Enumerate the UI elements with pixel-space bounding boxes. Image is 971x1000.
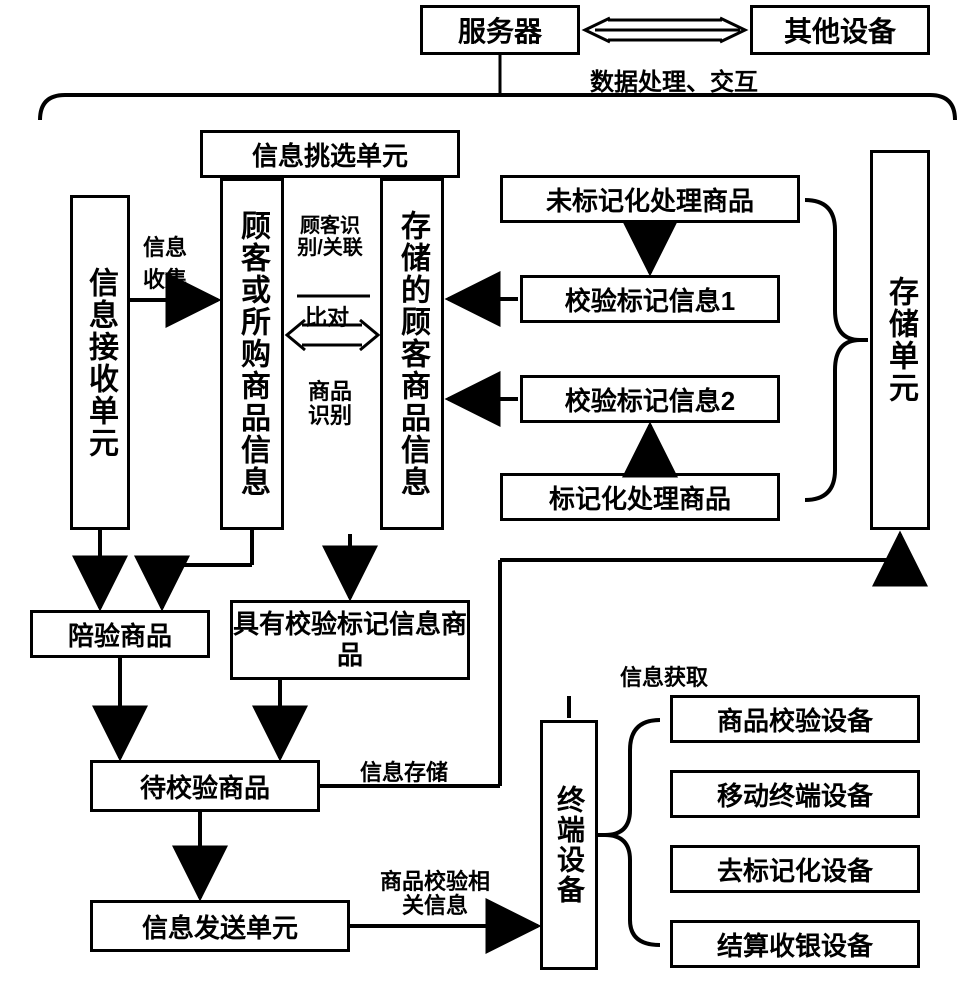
customer-identify-label: 顾客识别/关联 (290, 215, 370, 259)
mobile-terminal-device-label: 移动终端设备 (717, 776, 873, 813)
server-label: 服务器 (458, 10, 542, 50)
stored-customer-product-info-label: 存储的顾客商品信息 (390, 210, 434, 498)
info-send-unit-label: 信息发送单元 (142, 908, 298, 945)
terminal-device-label: 终端设备 (549, 785, 589, 905)
info-send-unit-box: 信息发送单元 (90, 900, 350, 952)
pending-verify-product-label: 待校验商品 (140, 768, 270, 805)
terminal-device-box: 终端设备 (540, 720, 598, 970)
product-verify-device-box: 商品校验设备 (670, 695, 920, 743)
marked-product-box: 标记化处理商品 (500, 473, 780, 521)
stored-customer-product-info-box: 存储的顾客商品信息 (380, 178, 444, 530)
mobile-terminal-device-box: 移动终端设备 (670, 770, 920, 818)
pending-verify-product-box: 待校验商品 (90, 760, 320, 812)
other-devices-label: 其他设备 (784, 10, 896, 50)
product-identify-label: 商品识别 (300, 380, 360, 428)
has-verify-mark-product-box: 具有校验标记信息商品 (230, 600, 470, 680)
info-acquire-label: 信息获取 (620, 660, 708, 692)
verify-mark-2-label: 校验标记信息2 (565, 381, 735, 418)
storage-unit-box: 存储单元 (870, 150, 930, 530)
unmarked-product-box: 未标记化处理商品 (500, 175, 800, 223)
server-box: 服务器 (420, 5, 580, 55)
verify-mark-1-box: 校验标记信息1 (520, 275, 780, 323)
compare-label: 比对 (305, 300, 349, 332)
data-processing-label: 数据处理、交互 (590, 62, 758, 97)
info-receive-unit-label: 信息接收单元 (78, 267, 122, 459)
verify-mark-2-box: 校验标记信息2 (520, 375, 780, 423)
accompany-product-box: 陪验商品 (30, 610, 210, 658)
customer-product-info-box: 顾客或所购商品信息 (220, 178, 284, 530)
product-verify-device-label: 商品校验设备 (717, 701, 873, 738)
other-devices-box: 其他设备 (750, 5, 930, 55)
product-verify-related-label: 商品校验相关信息 (375, 870, 495, 918)
customer-product-info-label: 顾客或所购商品信息 (230, 210, 274, 498)
info-collect-label: 信息收集 (135, 230, 195, 294)
selection-unit-label: 信息挑选单元 (252, 136, 408, 173)
storage-unit-label: 存储单元 (878, 276, 922, 404)
has-verify-mark-product-label: 具有校验标记信息商品 (233, 609, 467, 671)
accompany-product-label: 陪验商品 (68, 616, 172, 653)
info-receive-unit-box: 信息接收单元 (70, 195, 130, 530)
info-storage-label: 信息存储 (360, 755, 448, 787)
demarking-device-box: 去标记化设备 (670, 845, 920, 893)
marked-product-label: 标记化处理商品 (549, 479, 731, 516)
demarking-device-label: 去标记化设备 (717, 851, 873, 888)
selection-unit-box: 信息挑选单元 (200, 130, 460, 178)
settlement-device-label: 结算收银设备 (717, 926, 873, 963)
verify-mark-1-label: 校验标记信息1 (565, 281, 735, 318)
settlement-device-box: 结算收银设备 (670, 920, 920, 968)
unmarked-product-label: 未标记化处理商品 (546, 181, 754, 218)
